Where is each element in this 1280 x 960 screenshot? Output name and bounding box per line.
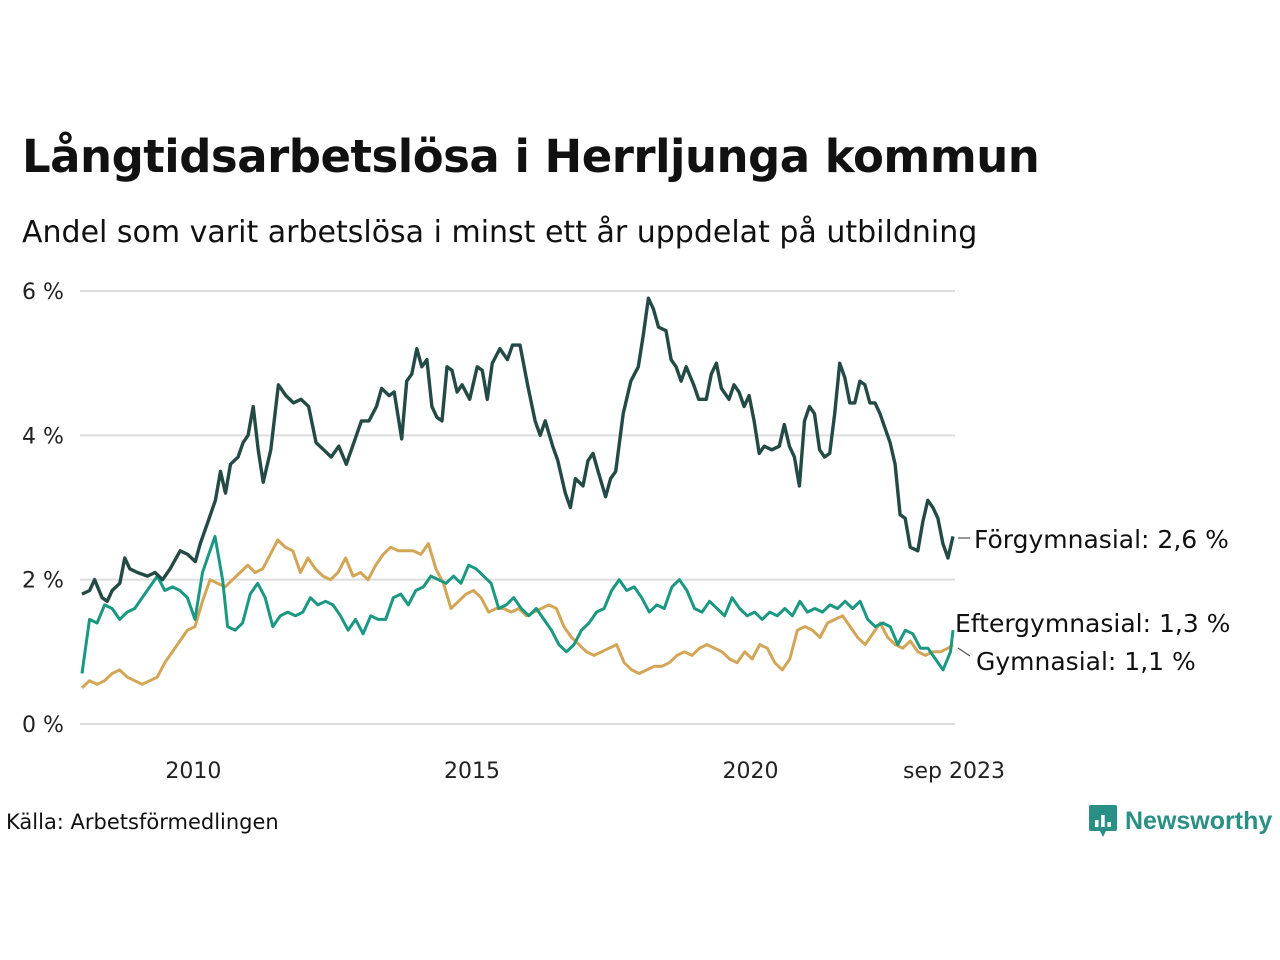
x-tick-label-sep-2023: sep 2023 [903,759,1005,784]
end-labels: Förgymnasial: 2,6 % Eftergymnasial: 1,3 … [955,525,1230,676]
x-tick-label-2010: 2010 [165,759,221,784]
series-lines [80,296,955,689]
end-label-leader-gymnasial [957,647,971,657]
chart-subtitle: Andel som varit arbetslösa i minst ett å… [22,215,978,250]
series-line-eftergymnasial [80,534,955,674]
x-tick-label-2015: 2015 [444,759,500,784]
newsworthy-logo: Newsworthy [1088,803,1272,839]
newsworthy-logo-icon [1089,805,1117,837]
end-label-forgymnasial: Förgymnasial: 2,6 % [974,525,1229,554]
y-tick-label-6: 6 % [22,280,64,305]
y-tick-label-4: 4 % [22,424,64,449]
source-note: Källa: Arbetsförmedlingen [6,810,279,834]
y-tick-label-2: 2 % [22,569,64,594]
x-tick-label-2020: 2020 [723,759,779,784]
y-gridlines [80,290,955,725]
series-line-forgymnasial [81,296,955,603]
newsworthy-logo-text: Newsworthy [1125,806,1273,835]
series-line-gymnasial [80,538,954,689]
end-label-gymnasial: Gymnasial: 1,1 % [976,647,1196,676]
y-axis-labels: 0 % 2 % 4 % 6 % [22,280,64,738]
end-label-eftergymnasial: Eftergymnasial: 1,3 % [955,609,1230,638]
chart-title: Långtidsarbetslösa i Herrljunga kommun [22,130,1040,183]
x-axis-labels: 2010 2015 2020 sep 2023 [165,759,1005,784]
y-tick-label-0: 0 % [22,713,64,738]
